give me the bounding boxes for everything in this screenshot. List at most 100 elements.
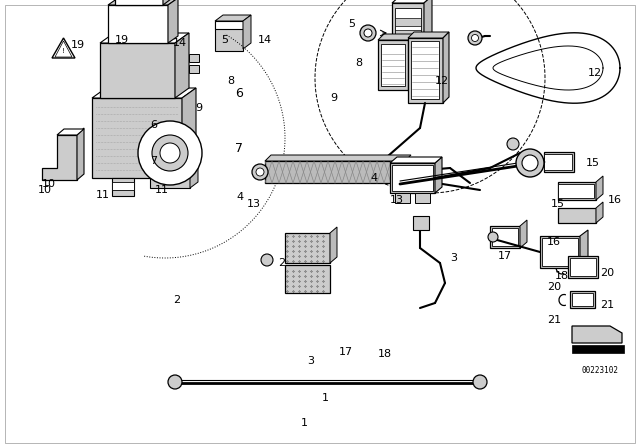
Text: 13: 13	[246, 199, 260, 209]
Bar	[381, 44, 405, 86]
Text: 5: 5	[348, 19, 355, 29]
Text: 6: 6	[150, 121, 157, 130]
Text: 11: 11	[155, 185, 169, 195]
Polygon shape	[150, 173, 190, 188]
Bar	[100, 43, 175, 98]
Text: 17: 17	[498, 251, 512, 261]
Polygon shape	[520, 220, 527, 248]
Circle shape	[364, 29, 372, 37]
Text: 1: 1	[321, 393, 328, 403]
Bar	[568, 256, 598, 278]
Text: 21: 21	[547, 315, 561, 325]
Polygon shape	[572, 326, 622, 343]
Text: 21: 21	[600, 300, 614, 310]
Polygon shape	[42, 135, 77, 180]
Text: 16: 16	[608, 195, 622, 205]
Bar	[92, 98, 182, 178]
Bar	[215, 21, 243, 51]
Bar	[392, 3, 424, 53]
Polygon shape	[408, 32, 449, 38]
Bar	[285, 265, 330, 293]
Bar	[544, 154, 572, 170]
Text: 15: 15	[550, 199, 564, 209]
Bar	[558, 208, 596, 223]
Text: 5: 5	[221, 35, 228, 45]
Polygon shape	[580, 230, 588, 268]
Text: 12: 12	[588, 68, 602, 78]
Text: 18: 18	[378, 349, 392, 359]
Text: 10: 10	[42, 179, 56, 189]
Circle shape	[473, 375, 487, 389]
Polygon shape	[443, 32, 449, 103]
Text: 11: 11	[96, 190, 110, 200]
Text: 2: 2	[278, 258, 285, 268]
Text: 17: 17	[339, 347, 353, 357]
Bar	[572, 345, 624, 353]
Text: 20: 20	[600, 268, 614, 278]
Polygon shape	[243, 15, 251, 49]
Text: 19: 19	[70, 40, 84, 50]
Bar	[265, 161, 405, 183]
Polygon shape	[57, 129, 84, 135]
Circle shape	[472, 34, 479, 42]
Circle shape	[252, 164, 268, 180]
Text: 8: 8	[227, 76, 234, 86]
Bar	[570, 291, 595, 308]
Circle shape	[360, 25, 376, 41]
Bar	[189, 54, 199, 62]
Bar	[108, 5, 168, 43]
Text: 9: 9	[330, 93, 337, 103]
Bar	[390, 163, 435, 193]
Polygon shape	[52, 38, 75, 58]
Circle shape	[256, 168, 264, 176]
Polygon shape	[392, 0, 432, 3]
Text: 00223102: 00223102	[582, 366, 619, 375]
Bar	[415, 193, 430, 203]
Text: 4: 4	[370, 173, 377, 183]
Text: 2: 2	[173, 295, 180, 305]
Bar	[542, 238, 578, 266]
Text: 7: 7	[150, 156, 157, 166]
Bar	[395, 193, 410, 203]
Bar	[395, 18, 421, 26]
Text: 3: 3	[450, 253, 457, 263]
Bar	[115, 0, 163, 5]
Polygon shape	[378, 34, 414, 40]
Polygon shape	[424, 0, 432, 53]
Text: 14: 14	[173, 38, 187, 47]
Circle shape	[168, 375, 182, 389]
Circle shape	[516, 149, 544, 177]
Bar	[544, 152, 574, 172]
Bar	[215, 21, 243, 29]
Bar	[413, 216, 429, 230]
Text: 8: 8	[355, 58, 362, 68]
Polygon shape	[215, 15, 251, 21]
Text: 19: 19	[115, 35, 129, 45]
Bar	[392, 165, 433, 191]
Polygon shape	[390, 157, 442, 163]
Polygon shape	[100, 33, 189, 43]
Bar	[570, 258, 596, 276]
Text: 10: 10	[38, 185, 52, 195]
Text: 12: 12	[435, 76, 449, 86]
Polygon shape	[77, 128, 84, 180]
Polygon shape	[435, 157, 442, 193]
Circle shape	[507, 138, 519, 150]
Bar	[540, 236, 580, 268]
Text: !: !	[62, 48, 65, 54]
Circle shape	[261, 254, 273, 266]
Polygon shape	[190, 167, 198, 188]
Polygon shape	[175, 33, 189, 98]
Polygon shape	[596, 176, 603, 200]
Text: 6: 6	[235, 86, 243, 99]
Bar	[378, 40, 408, 90]
Polygon shape	[265, 155, 411, 161]
Bar	[189, 65, 199, 73]
Polygon shape	[330, 227, 337, 263]
Text: 20: 20	[547, 282, 561, 292]
Text: 3: 3	[307, 356, 314, 366]
Circle shape	[160, 143, 180, 163]
Circle shape	[468, 31, 482, 45]
Text: 15: 15	[586, 158, 600, 168]
Bar	[558, 184, 594, 198]
